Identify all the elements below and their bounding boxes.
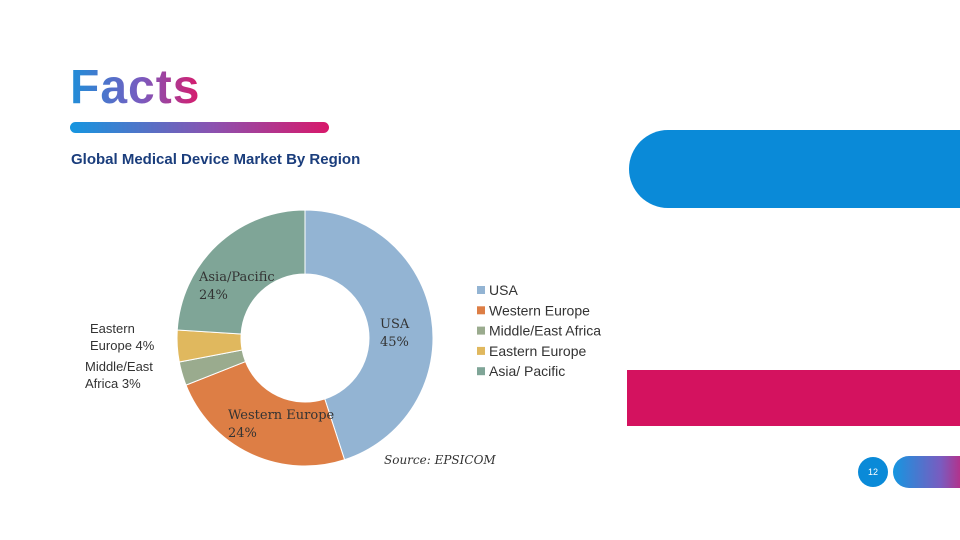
donut-slices [176,209,434,467]
donut-slice-usa [304,209,434,461]
legend-label: Western Europe [489,302,590,318]
slide-title: Facts [70,61,201,114]
legend-swatch [477,346,485,355]
donut-slice-asia-pacific [176,209,306,335]
legend-label: Eastern Europe [489,343,586,359]
page-number-badge: 12 [858,457,888,487]
legend-swatch [477,286,485,294]
legend-label: Asia/ Pacific [489,363,565,379]
title-underline [70,122,329,133]
chart-subtitle: Global Medical Device Market By Region [71,151,361,168]
data-label-middle-east-value: 3% [122,376,141,391]
decorative-pink-bar [627,370,960,426]
legend-swatch [477,306,485,315]
data-label-western-europe-value: 24% [228,426,257,441]
donut-slice-western-europe [185,360,346,467]
legend-swatch [477,326,485,335]
data-label-usa-name: USA [380,317,410,332]
data-label-western-europe-name: Western Europe [228,408,335,423]
legend-label: Middle/East Africa [489,323,601,339]
data-label-eastern-europe-value: 4% [136,338,155,353]
chart-source: Source: EPSICOM [384,453,496,467]
data-label-usa-value: 45% [380,335,409,350]
data-label-middle-east-name: Middle/East [85,359,153,374]
chart-legend: USA Western Europe Middle/East Africa Easte… [477,282,601,379]
data-label-asia-pacific-value: 24% [199,288,228,303]
data-label-eastern-europe-name2: Europe [90,338,132,353]
decorative-gradient-tab [893,456,960,488]
legend-label: USA [489,282,518,298]
data-label-middle-east-line2: Africa 3% [85,376,141,391]
legend-swatch [477,367,485,376]
decorative-blue-bar [629,130,960,208]
data-label-eastern-europe-name: Eastern [90,321,135,336]
data-label-asia-pacific-name: Asia/Pacific [198,270,275,285]
data-label-eastern-europe-line2: Europe 4% [90,338,155,353]
data-label-middle-east-name2: Africa [85,376,119,391]
